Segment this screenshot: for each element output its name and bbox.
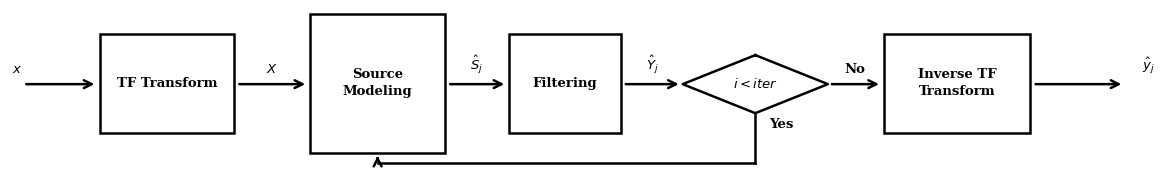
Text: Filtering: Filtering (533, 77, 597, 90)
Text: Inverse TF
Transform: Inverse TF Transform (918, 68, 997, 98)
Bar (310, 14, 445, 153)
Bar (509, 34, 621, 133)
Text: $i < iter$: $i < iter$ (733, 77, 778, 91)
Text: $\hat{S}_j$: $\hat{S}_j$ (470, 54, 484, 76)
Text: $X$: $X$ (266, 64, 278, 76)
Text: Source
Modeling: Source Modeling (343, 68, 412, 98)
Bar (884, 34, 1030, 133)
Text: TF Transform: TF Transform (117, 77, 217, 90)
Text: $\hat{y}_j$: $\hat{y}_j$ (1142, 56, 1155, 76)
Text: No: No (844, 64, 865, 76)
Text: $x$: $x$ (12, 64, 22, 76)
Bar (100, 34, 234, 133)
Text: Yes: Yes (769, 118, 794, 131)
Text: $\hat{Y}_j$: $\hat{Y}_j$ (646, 54, 658, 76)
